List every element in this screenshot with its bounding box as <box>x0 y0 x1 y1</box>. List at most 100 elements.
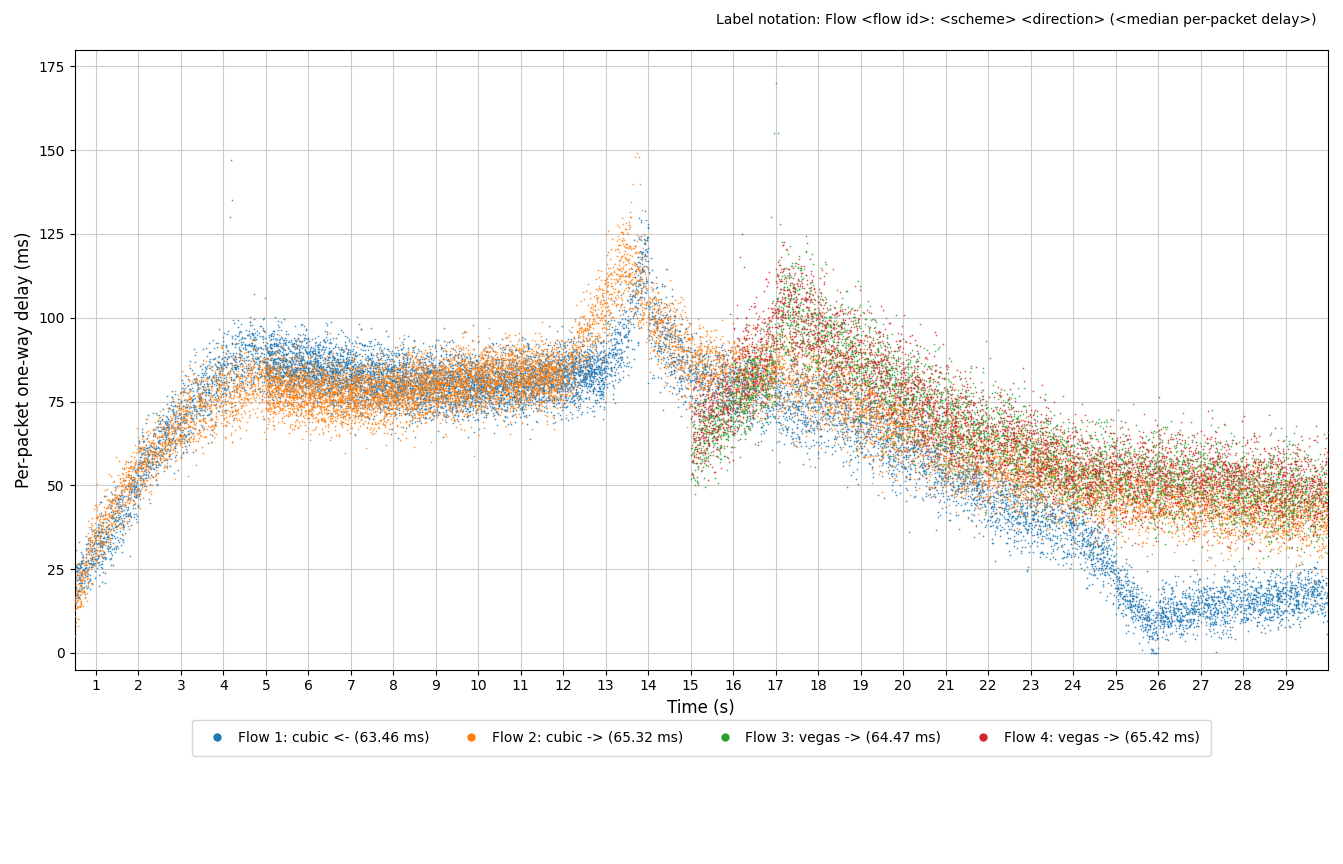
Point <box>821 327 842 340</box>
Point <box>1285 478 1307 492</box>
Point <box>833 440 854 454</box>
Point <box>945 456 967 470</box>
Point <box>610 350 631 364</box>
Point <box>348 357 369 371</box>
Point <box>122 493 144 507</box>
Point <box>845 369 866 383</box>
Point <box>1124 499 1146 513</box>
Point <box>134 448 156 461</box>
Point <box>1191 473 1213 486</box>
Point <box>419 385 441 399</box>
Point <box>818 346 839 359</box>
Point <box>776 283 798 296</box>
Point <box>919 387 940 401</box>
Point <box>810 372 831 386</box>
Point <box>266 370 287 384</box>
Point <box>1100 508 1121 522</box>
Point <box>1170 461 1191 474</box>
Point <box>1260 499 1281 512</box>
Point <box>196 397 218 411</box>
Point <box>479 372 501 385</box>
Point <box>407 382 428 396</box>
Point <box>365 361 387 375</box>
Point <box>359 372 380 385</box>
Point <box>539 382 560 396</box>
Point <box>419 377 441 391</box>
Point <box>1107 521 1128 535</box>
Point <box>972 413 994 427</box>
Point <box>839 304 861 318</box>
Point <box>1244 596 1265 610</box>
Point <box>1234 507 1256 521</box>
Point <box>1023 459 1045 473</box>
Point <box>294 356 316 370</box>
Point <box>505 397 526 410</box>
Point <box>1013 505 1034 519</box>
Point <box>912 469 933 483</box>
Point <box>1086 453 1108 467</box>
Point <box>349 361 371 375</box>
Point <box>1202 438 1223 452</box>
Point <box>1316 501 1338 515</box>
Point <box>110 488 132 502</box>
Point <box>847 339 869 353</box>
Point <box>255 382 277 396</box>
Point <box>532 361 553 375</box>
Point <box>892 466 913 480</box>
Point <box>321 372 342 386</box>
Point <box>1228 460 1249 473</box>
Point <box>990 487 1011 501</box>
Point <box>822 369 843 383</box>
Point <box>1238 528 1260 542</box>
Point <box>1237 577 1258 591</box>
Point <box>833 413 854 427</box>
Point <box>956 471 978 485</box>
Point <box>267 371 289 384</box>
Point <box>1218 469 1240 483</box>
Point <box>428 382 450 396</box>
Point <box>634 249 655 263</box>
Point <box>743 369 764 383</box>
Point <box>1061 469 1082 483</box>
Point <box>512 380 533 394</box>
Point <box>952 432 974 446</box>
Point <box>584 303 606 317</box>
Point <box>1170 437 1191 451</box>
Point <box>67 588 89 601</box>
Point <box>778 297 799 311</box>
Point <box>334 329 356 343</box>
Point <box>845 404 866 418</box>
Point <box>858 372 880 385</box>
Point <box>379 364 400 378</box>
Point <box>1193 505 1214 518</box>
Point <box>1009 428 1030 442</box>
Point <box>1280 590 1301 604</box>
Point <box>294 358 316 372</box>
Point <box>1014 446 1035 460</box>
Point <box>1015 512 1037 526</box>
Point <box>230 372 251 385</box>
Point <box>810 389 831 403</box>
Point <box>1023 453 1045 467</box>
Point <box>1221 499 1242 512</box>
Point <box>709 403 731 416</box>
Point <box>821 388 842 402</box>
Point <box>384 373 406 387</box>
Point <box>317 353 338 367</box>
Point <box>1197 488 1218 502</box>
Point <box>231 374 252 388</box>
Point <box>146 431 168 445</box>
Point <box>1100 441 1121 454</box>
Point <box>795 294 817 308</box>
Point <box>1248 454 1269 468</box>
Point <box>1260 623 1281 637</box>
Point <box>1183 606 1205 619</box>
Point <box>680 362 701 376</box>
Point <box>1283 602 1304 616</box>
Point <box>1154 441 1175 454</box>
Point <box>810 307 831 321</box>
Point <box>1099 511 1120 524</box>
Point <box>67 584 89 598</box>
Point <box>948 429 970 443</box>
Point <box>175 439 196 453</box>
